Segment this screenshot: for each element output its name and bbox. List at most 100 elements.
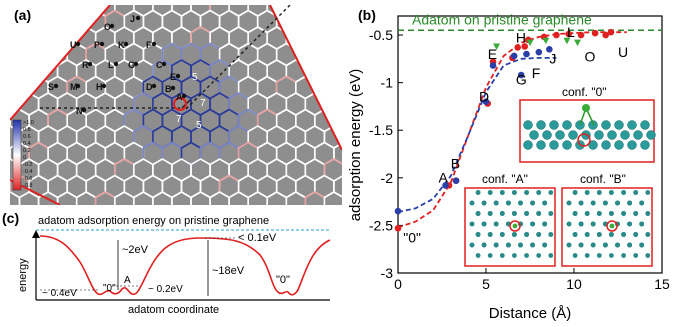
- carbon-atom: [615, 200, 620, 206]
- y-tick-label: -0.5: [369, 27, 393, 43]
- carbon-atom: [493, 221, 499, 227]
- carbon-atom: [518, 242, 523, 248]
- lattice-hexagon: [391, 110, 410, 132]
- carbon-atom: [633, 232, 639, 237]
- energy-axis-arrow: [32, 230, 40, 238]
- panel-c-label: (c): [2, 210, 19, 226]
- carbon-atom: [518, 200, 523, 206]
- carbon-atom: [614, 120, 624, 130]
- carbon-atom: [590, 221, 596, 227]
- lattice-hexagon: [0, 126, 1, 148]
- site-dot: [151, 83, 157, 89]
- lattice-hexagon: [401, 93, 420, 115]
- carbon-atom: [524, 232, 529, 237]
- carbon-atom: [566, 200, 572, 206]
- lattice-hexagon: [0, 27, 1, 49]
- data-point: [452, 177, 460, 184]
- coordinate-axis-label: adatom coordinate: [128, 304, 219, 316]
- colorbar-tick: -0.6: [23, 176, 32, 182]
- carbon-atom: [609, 211, 614, 216]
- site-dot: [181, 93, 187, 99]
- colorbar-tick: 0.2: [23, 148, 31, 154]
- lattice-hexagon: [296, 209, 315, 231]
- x-tick-label: 5: [482, 276, 490, 292]
- lattice-hexagon: [10, 15, 11, 28]
- site-dot: [161, 61, 167, 67]
- lattice-hexagon: [277, 209, 296, 231]
- carbon-atom: [620, 130, 630, 140]
- inset-conf-b-structure: [566, 190, 651, 258]
- data-point: [482, 98, 490, 105]
- carbon-atom: [487, 232, 493, 237]
- carbon-atom: [640, 140, 650, 150]
- carbon-atom: [601, 120, 611, 130]
- lattice-hexagon: [363, 93, 382, 115]
- x-tick-label: 15: [654, 276, 670, 292]
- lattice-hexagon: [401, 159, 420, 181]
- carbon-atom: [645, 232, 651, 237]
- y-tick-label: -1.5: [369, 122, 393, 138]
- carbon-atom: [566, 242, 572, 248]
- colorbar: [12, 119, 22, 191]
- pristine-reference-label: Adatom on pristine graphene: [412, 11, 592, 27]
- lattice-hexagon: [37, 191, 59, 205]
- lattice-hexagon: [56, 191, 78, 205]
- inset-conf-a-label: conf. "A": [482, 172, 528, 186]
- carbon-atom: [645, 190, 651, 195]
- ring-label: 7: [200, 98, 206, 109]
- carbon-atom: [627, 242, 632, 248]
- lattice-hexagon: [372, 44, 391, 66]
- carbon-atom: [549, 120, 559, 130]
- site-label: G: [128, 60, 135, 70]
- carbon-atom: [572, 232, 578, 237]
- lattice-hexagon: [391, 176, 410, 198]
- data-point: [523, 50, 530, 58]
- lattice-hexagon: [94, 191, 116, 205]
- inset-conf-b-label: conf. "B": [580, 172, 626, 186]
- carbon-atom: [621, 253, 626, 258]
- site-label: A: [176, 92, 183, 102]
- panel-a-label: (a): [14, 7, 31, 23]
- carbon-atom: [529, 130, 539, 140]
- point-label: L: [567, 24, 575, 40]
- point-label: "0": [403, 230, 421, 246]
- carbon-atom: [614, 140, 624, 150]
- panel-c-energy-profile: (c) adatom adsorption energy on pristine…: [2, 210, 331, 316]
- lattice-hexagon: [190, 191, 211, 205]
- site-label: M: [70, 82, 78, 92]
- carbon-atom: [530, 242, 535, 248]
- site-dot: [81, 107, 87, 113]
- carbon-atom: [536, 253, 542, 258]
- carbon-atom: [469, 221, 475, 227]
- lattice-hexagon: [410, 77, 429, 99]
- data-point: [521, 43, 529, 50]
- carbon-atom: [524, 211, 529, 216]
- point-label: E: [488, 46, 497, 62]
- carbon-atom: [549, 140, 559, 150]
- carbon-atom: [621, 190, 626, 195]
- ring-labels: 7 7 5 5: [176, 72, 206, 131]
- carbon-atom: [562, 140, 572, 150]
- point-label: D: [479, 89, 489, 105]
- carbon-atom: [548, 211, 554, 216]
- site-label: S: [48, 82, 54, 92]
- data-point: [546, 46, 553, 53]
- carbon-atom: [506, 200, 511, 206]
- carbon-atom: [530, 221, 535, 227]
- site-labels: O J U P K F R L G CE S M H D BA N: [48, 14, 187, 116]
- annotation-18ev: ~18eV: [212, 265, 245, 277]
- lattice-hexagon: [410, 110, 429, 132]
- carbon-atom: [542, 221, 548, 227]
- carbon-atom: [481, 221, 487, 227]
- site-label: F: [146, 40, 152, 50]
- data-point: [553, 31, 560, 39]
- carbon-atom: [590, 200, 596, 206]
- carbon-atom: [621, 211, 626, 216]
- lattice-hexagon: [114, 191, 135, 205]
- lattice-hexagon: [410, 143, 429, 165]
- carbon-atom: [609, 232, 614, 237]
- lattice-hexagon: [10, 180, 11, 193]
- carbon-atom: [487, 253, 493, 258]
- lattice-hexagon: [410, 176, 429, 198]
